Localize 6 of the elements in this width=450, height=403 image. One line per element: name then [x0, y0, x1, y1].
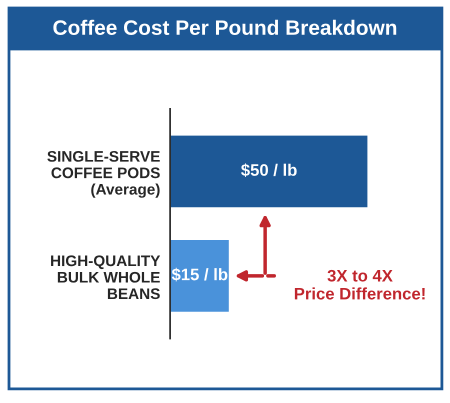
data-label: $50 / lb — [241, 163, 297, 178]
chart-title: Coffee Cost Per Pound Breakdown — [53, 20, 396, 36]
y-tick-label: HIGH-QUALITY BULK WHOLE BEANS — [51, 255, 160, 300]
annotation: 3X to 4X Price Difference! — [294, 270, 425, 300]
y-tick-label: SINGLE-SERVE COFFEE PODS (Average) — [47, 150, 160, 198]
data-label: $15 / lb — [172, 268, 228, 282]
